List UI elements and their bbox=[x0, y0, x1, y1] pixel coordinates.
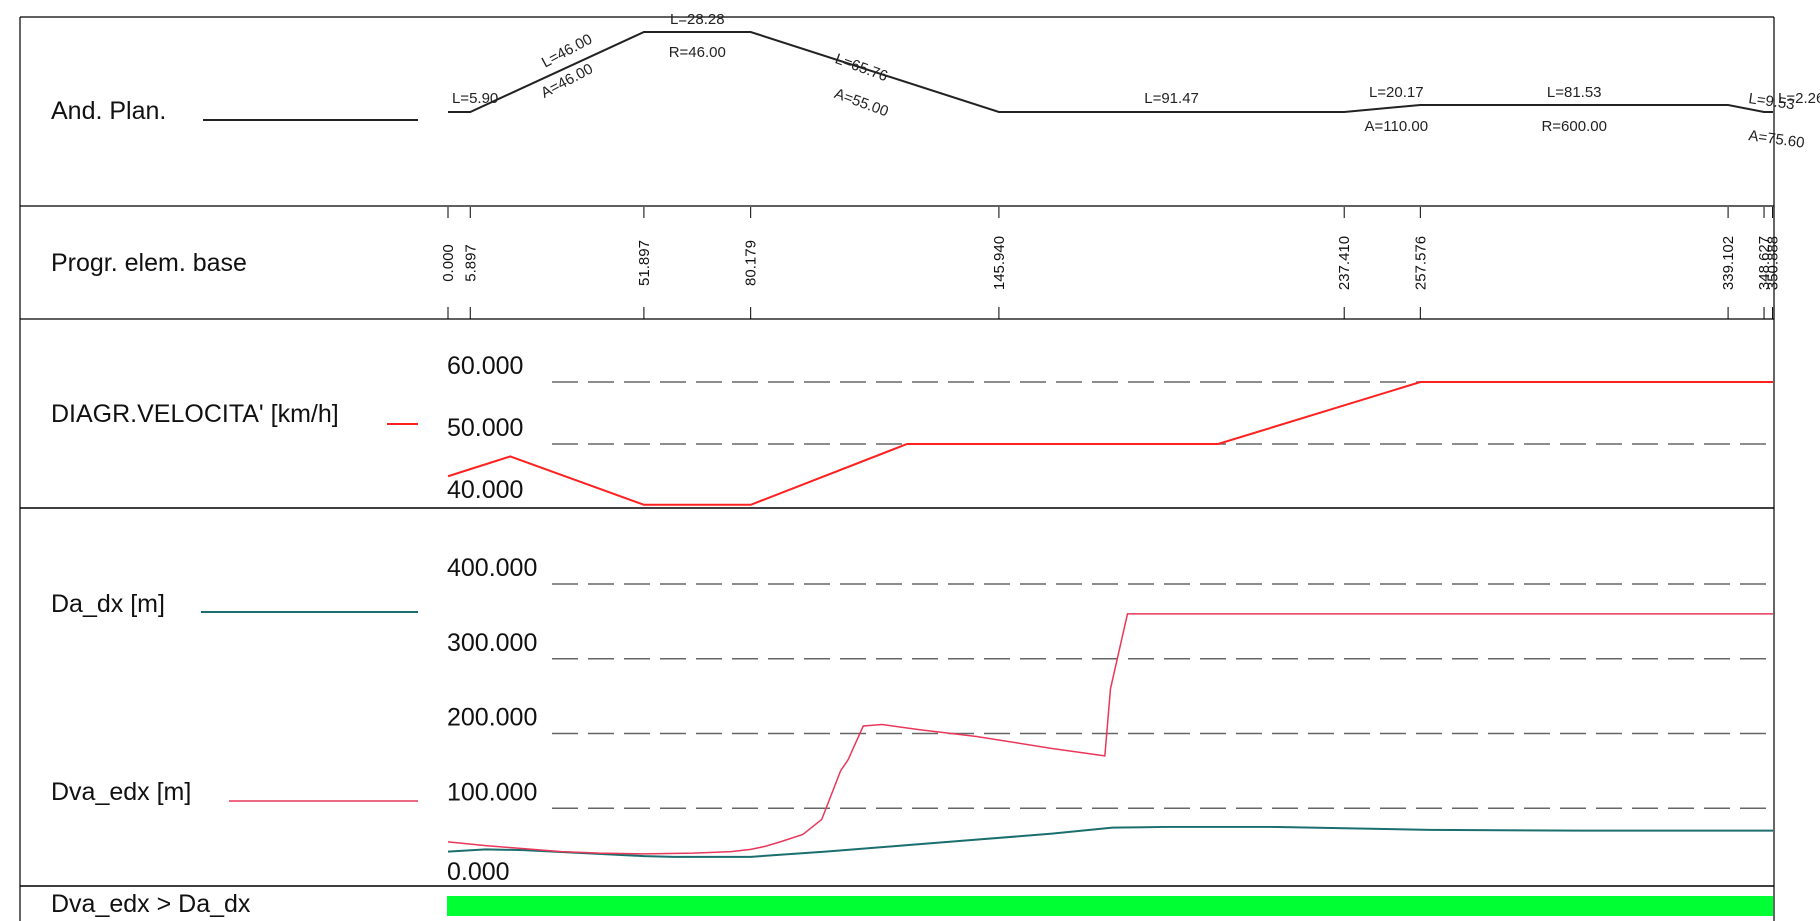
plan-element-6-label-1: R=600.00 bbox=[1541, 118, 1606, 135]
dist-ytick-2: 200.000 bbox=[447, 704, 537, 732]
plan-element-5-label-1: A=110.00 bbox=[1365, 118, 1429, 135]
speed-chart: 40.000 50.000 60.000 bbox=[447, 352, 1773, 505]
dist-ytick-4: 400.000 bbox=[447, 554, 537, 582]
speed-ytick-1: 50.000 bbox=[447, 414, 523, 442]
plan-element-2-label-1: R=46.00 bbox=[669, 44, 726, 61]
station-3-label: 80.179 bbox=[743, 240, 760, 286]
dist-ytick-1: 100.000 bbox=[447, 778, 537, 806]
station-7-label: 339.102 bbox=[1720, 236, 1737, 290]
station-4-label: 145.940 bbox=[991, 236, 1008, 290]
plan-layer: L=5.90L=46.00A=46.00L=28.28R=46.00 L=65.7… bbox=[448, 11, 1820, 152]
station-6-label: 257.576 bbox=[1412, 236, 1429, 290]
plan-element-5-label-0: L=20.17 bbox=[1369, 84, 1424, 101]
plan-element-3-label-0: L=65.76 bbox=[833, 50, 890, 85]
plan-element-2-label-0: L=28.28 bbox=[670, 11, 725, 28]
speed-ytick-0: 40.000 bbox=[447, 476, 523, 504]
station-0-label: 0.000 bbox=[440, 244, 457, 282]
station-1-label: 5.897 bbox=[462, 244, 479, 282]
plan-element-0-label-0: L=5.90 bbox=[452, 90, 498, 107]
plan-element-3-label-1: A=55.00 bbox=[832, 85, 891, 120]
speed-ytick-2: 60.000 bbox=[447, 352, 523, 380]
dist-ytick-3: 300.000 bbox=[447, 629, 537, 657]
dist-ytick-0: 0.000 bbox=[447, 858, 510, 886]
plan-element-4-label-0: L=91.47 bbox=[1144, 90, 1199, 107]
plan-element-7-label-1: A=75.60 bbox=[1747, 127, 1805, 152]
station-9-label: 350.888 bbox=[1765, 236, 1782, 290]
plan-element-8-label-0: L=2.26 bbox=[1778, 90, 1820, 107]
plan-element-6-label-0: L=81.53 bbox=[1547, 84, 1602, 101]
dist-series-line-0 bbox=[448, 827, 1773, 857]
station-2-label: 51.897 bbox=[636, 240, 653, 286]
distance-chart: 0.000 100.000 200.000 300.000 400.000 bbox=[447, 554, 1773, 886]
station-5-label: 237.410 bbox=[1336, 236, 1353, 290]
station-layer: 0.000 5.897 51.897 80.179 145.940 237.410 257.… bbox=[440, 207, 1782, 319]
check-bar bbox=[447, 896, 1773, 916]
